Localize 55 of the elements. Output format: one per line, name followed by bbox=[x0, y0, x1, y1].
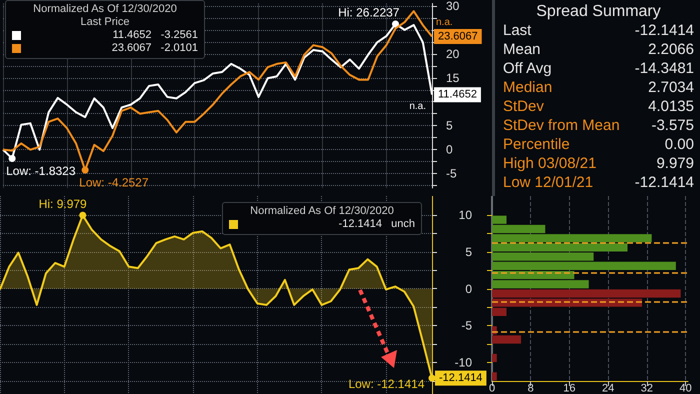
text: High 03/08/21 bbox=[503, 154, 596, 173]
data-label: 11.4652 bbox=[438, 88, 477, 101]
data-label: 23.6067 bbox=[438, 30, 478, 43]
text: -14.3481 bbox=[634, 59, 694, 78]
x-tick-label: 24 bbox=[602, 382, 614, 394]
y-tick-label: 5 bbox=[446, 118, 453, 133]
y-tick-label: 5 bbox=[465, 245, 472, 260]
text: -12.1414 bbox=[634, 21, 694, 40]
data-label: Low: -4.2527 bbox=[79, 176, 149, 190]
annotation: 23.6067 -2.0101 bbox=[112, 42, 198, 55]
text: Normalized As Of 12/30/2020 bbox=[249, 205, 395, 218]
text: Low 12/01/21 bbox=[503, 173, 594, 192]
annotation: -12.1414 unch bbox=[338, 218, 415, 231]
y-tick-label: -10 bbox=[454, 356, 472, 370]
text: -12.1414 bbox=[439, 372, 482, 384]
annotation: 11.4652 -3.2561 bbox=[112, 29, 198, 42]
text: 2.2066 bbox=[648, 40, 694, 59]
x-tick-label: 16 bbox=[563, 382, 576, 394]
data-label: Hi: 26.2237 bbox=[338, 5, 400, 20]
data-label: Low: -1.8323 bbox=[6, 164, 76, 178]
text: -3.575 bbox=[651, 116, 694, 135]
text: 2.7034 bbox=[648, 78, 694, 97]
text: StDev bbox=[503, 97, 544, 116]
y-tick-label: -5 bbox=[446, 166, 457, 181]
y-tick-label: 0 bbox=[465, 282, 472, 296]
text: -12.1414 bbox=[634, 173, 694, 192]
x-tick-label: 8 bbox=[528, 382, 534, 394]
y-tick-label: 20 bbox=[446, 46, 460, 61]
data-label: Hi: 9.979 bbox=[38, 196, 88, 211]
y-tick-label: 30 bbox=[446, 0, 460, 13]
annotation: n.a. bbox=[409, 101, 426, 112]
x-tick-label: 32 bbox=[640, 382, 653, 394]
y-tick-label: 10 bbox=[458, 208, 472, 222]
text: 9.979 bbox=[656, 154, 694, 173]
y-tick-label: -5 bbox=[461, 318, 472, 333]
point bbox=[8, 154, 16, 162]
text: Mean bbox=[503, 40, 541, 59]
text: 4.0135 bbox=[648, 97, 694, 116]
text: 0.00 bbox=[664, 135, 694, 154]
y-tick-label: 0 bbox=[446, 142, 453, 157]
point bbox=[82, 166, 89, 174]
chart-title: Normalized As Of 12/30/2020 bbox=[32, 3, 178, 16]
x-tick-label: 0 bbox=[488, 382, 496, 394]
text: StDev from Mean bbox=[503, 116, 620, 135]
point bbox=[392, 20, 399, 28]
text: Last bbox=[503, 21, 532, 40]
data-label: Low: -12.1414 bbox=[348, 377, 425, 392]
text: Spread Summary bbox=[535, 2, 662, 21]
text: Percentile bbox=[503, 135, 570, 154]
y-tick-label: 15 bbox=[446, 70, 460, 85]
text: Last Price bbox=[80, 16, 130, 29]
text: n.a. bbox=[436, 17, 453, 28]
x-tick-label: 40 bbox=[679, 382, 692, 394]
text: Off Avg bbox=[503, 59, 552, 78]
text: Median bbox=[503, 78, 552, 97]
